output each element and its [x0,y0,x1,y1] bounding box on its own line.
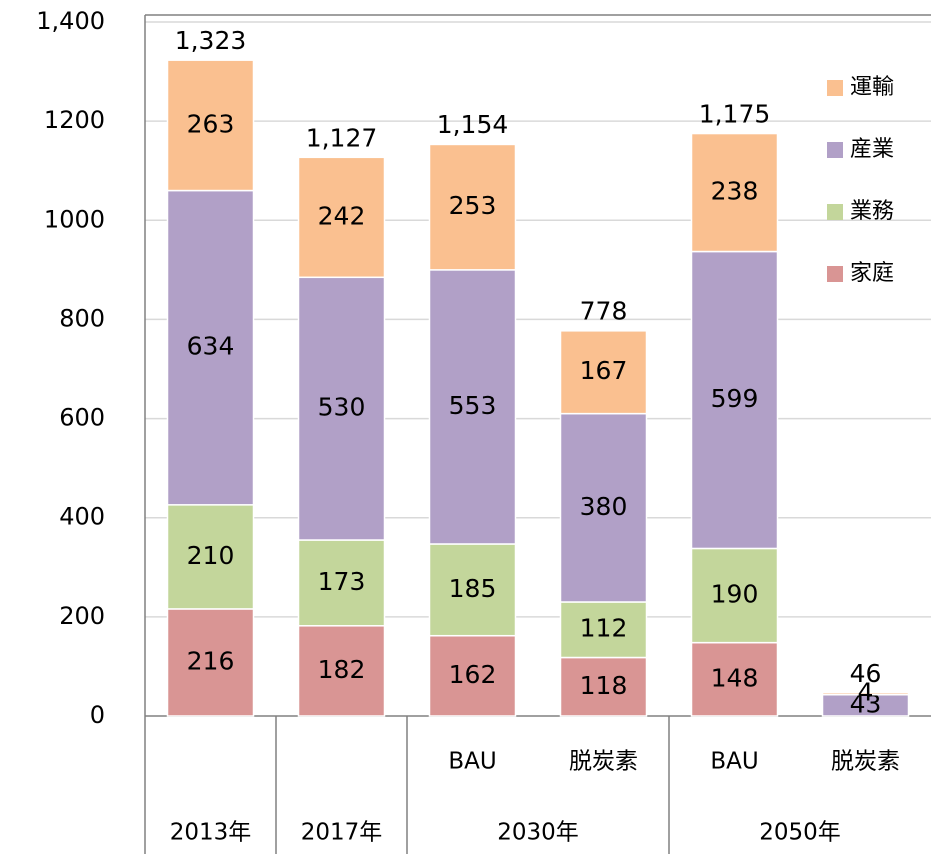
group-label: 2030年 [497,820,579,846]
bar-segment [166,189,255,506]
data-label: 148 [711,663,759,692]
data-label: 167 [580,356,628,385]
bar-segment [428,269,517,545]
total-label: 1,323 [175,26,247,55]
y-tick-label: 1200 [44,106,105,134]
bar-segment [690,132,779,253]
total-label: 1,127 [306,123,378,152]
data-label: 185 [449,574,497,603]
data-label: 238 [711,177,759,206]
total-label: 1,175 [699,100,771,129]
y-tick-label: 0 [90,701,105,729]
bar-segment [559,330,648,415]
data-label: 4 [858,678,874,707]
data-label: 112 [580,614,628,643]
bar-segment [428,543,517,637]
bar-segment [821,691,910,696]
bar-segment [428,634,517,717]
y-tick-label: 200 [59,602,105,630]
y-tick-label: 800 [59,304,105,332]
total-label: 778 [580,296,628,325]
x-tick-label: 脱炭素 [831,749,900,775]
legend-swatch [827,80,843,96]
data-label: 253 [449,191,497,220]
group-label: 2013年 [170,820,252,846]
y-tick-label: 1000 [44,205,105,233]
data-label: 210 [187,541,235,570]
data-label: 162 [449,660,497,689]
data-label: 599 [711,384,759,413]
data-label: 182 [318,655,366,684]
bar-segment [297,156,386,279]
data-label: 242 [318,201,366,230]
data-label: 380 [580,492,628,521]
bar-segment [297,625,386,717]
legend-label: 運輸 [850,75,894,100]
data-label: 216 [187,646,235,675]
data-label: 118 [580,671,628,700]
data-label: 530 [318,393,366,422]
group-label: 2017年 [301,820,383,846]
legend-label: 産業 [850,137,894,162]
bar-segment [166,504,255,610]
legend-swatch [827,204,843,220]
x-tick-label: 脱炭素 [569,749,638,775]
bar-segment [428,143,517,271]
bar-segment [559,656,648,717]
y-tick-label: 1,400 [36,7,105,35]
total-label: 46 [850,659,882,688]
legend-swatch [827,266,843,282]
legend-swatch [827,142,843,158]
legend-label: 業務 [850,199,894,224]
y-tick-label: 600 [59,404,105,432]
total-label: 1,154 [437,110,509,139]
x-tick-label: BAU [710,749,758,775]
data-label: 173 [318,567,366,596]
bar-segment [297,539,386,627]
legend-label: 家庭 [850,261,894,286]
x-tick-label: BAU [448,749,496,775]
bar-segment [166,59,255,192]
y-tick-label: 400 [59,503,105,531]
data-label: 634 [187,332,235,361]
bar-segment [297,276,386,541]
data-label: 263 [187,109,235,138]
bar-segment [690,641,779,717]
group-label: 2050年 [759,820,841,846]
data-label: 190 [711,580,759,609]
data-label: 553 [449,391,497,420]
